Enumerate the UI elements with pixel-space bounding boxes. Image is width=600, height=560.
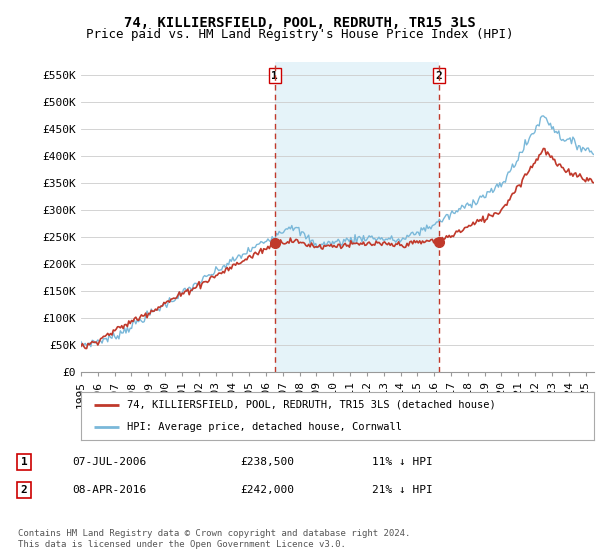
Bar xyxy=(275,62,439,372)
Text: 07-JUL-2006: 07-JUL-2006 xyxy=(72,457,146,467)
Text: Contains HM Land Registry data © Crown copyright and database right 2024.
This d: Contains HM Land Registry data © Crown c… xyxy=(18,529,410,549)
Text: 2: 2 xyxy=(20,485,28,495)
Text: 2: 2 xyxy=(436,71,442,81)
Text: 08-APR-2016: 08-APR-2016 xyxy=(72,485,146,495)
Text: £242,000: £242,000 xyxy=(240,485,294,495)
Text: 74, KILLIERSFIELD, POOL, REDRUTH, TR15 3LS: 74, KILLIERSFIELD, POOL, REDRUTH, TR15 3… xyxy=(124,16,476,30)
Text: HPI: Average price, detached house, Cornwall: HPI: Average price, detached house, Corn… xyxy=(127,422,402,432)
Text: 11% ↓ HPI: 11% ↓ HPI xyxy=(372,457,433,467)
Text: £238,500: £238,500 xyxy=(240,457,294,467)
Text: 1: 1 xyxy=(271,71,278,81)
Text: 1: 1 xyxy=(20,457,28,467)
Text: Price paid vs. HM Land Registry's House Price Index (HPI): Price paid vs. HM Land Registry's House … xyxy=(86,28,514,41)
Text: 74, KILLIERSFIELD, POOL, REDRUTH, TR15 3LS (detached house): 74, KILLIERSFIELD, POOL, REDRUTH, TR15 3… xyxy=(127,400,496,410)
Text: 21% ↓ HPI: 21% ↓ HPI xyxy=(372,485,433,495)
